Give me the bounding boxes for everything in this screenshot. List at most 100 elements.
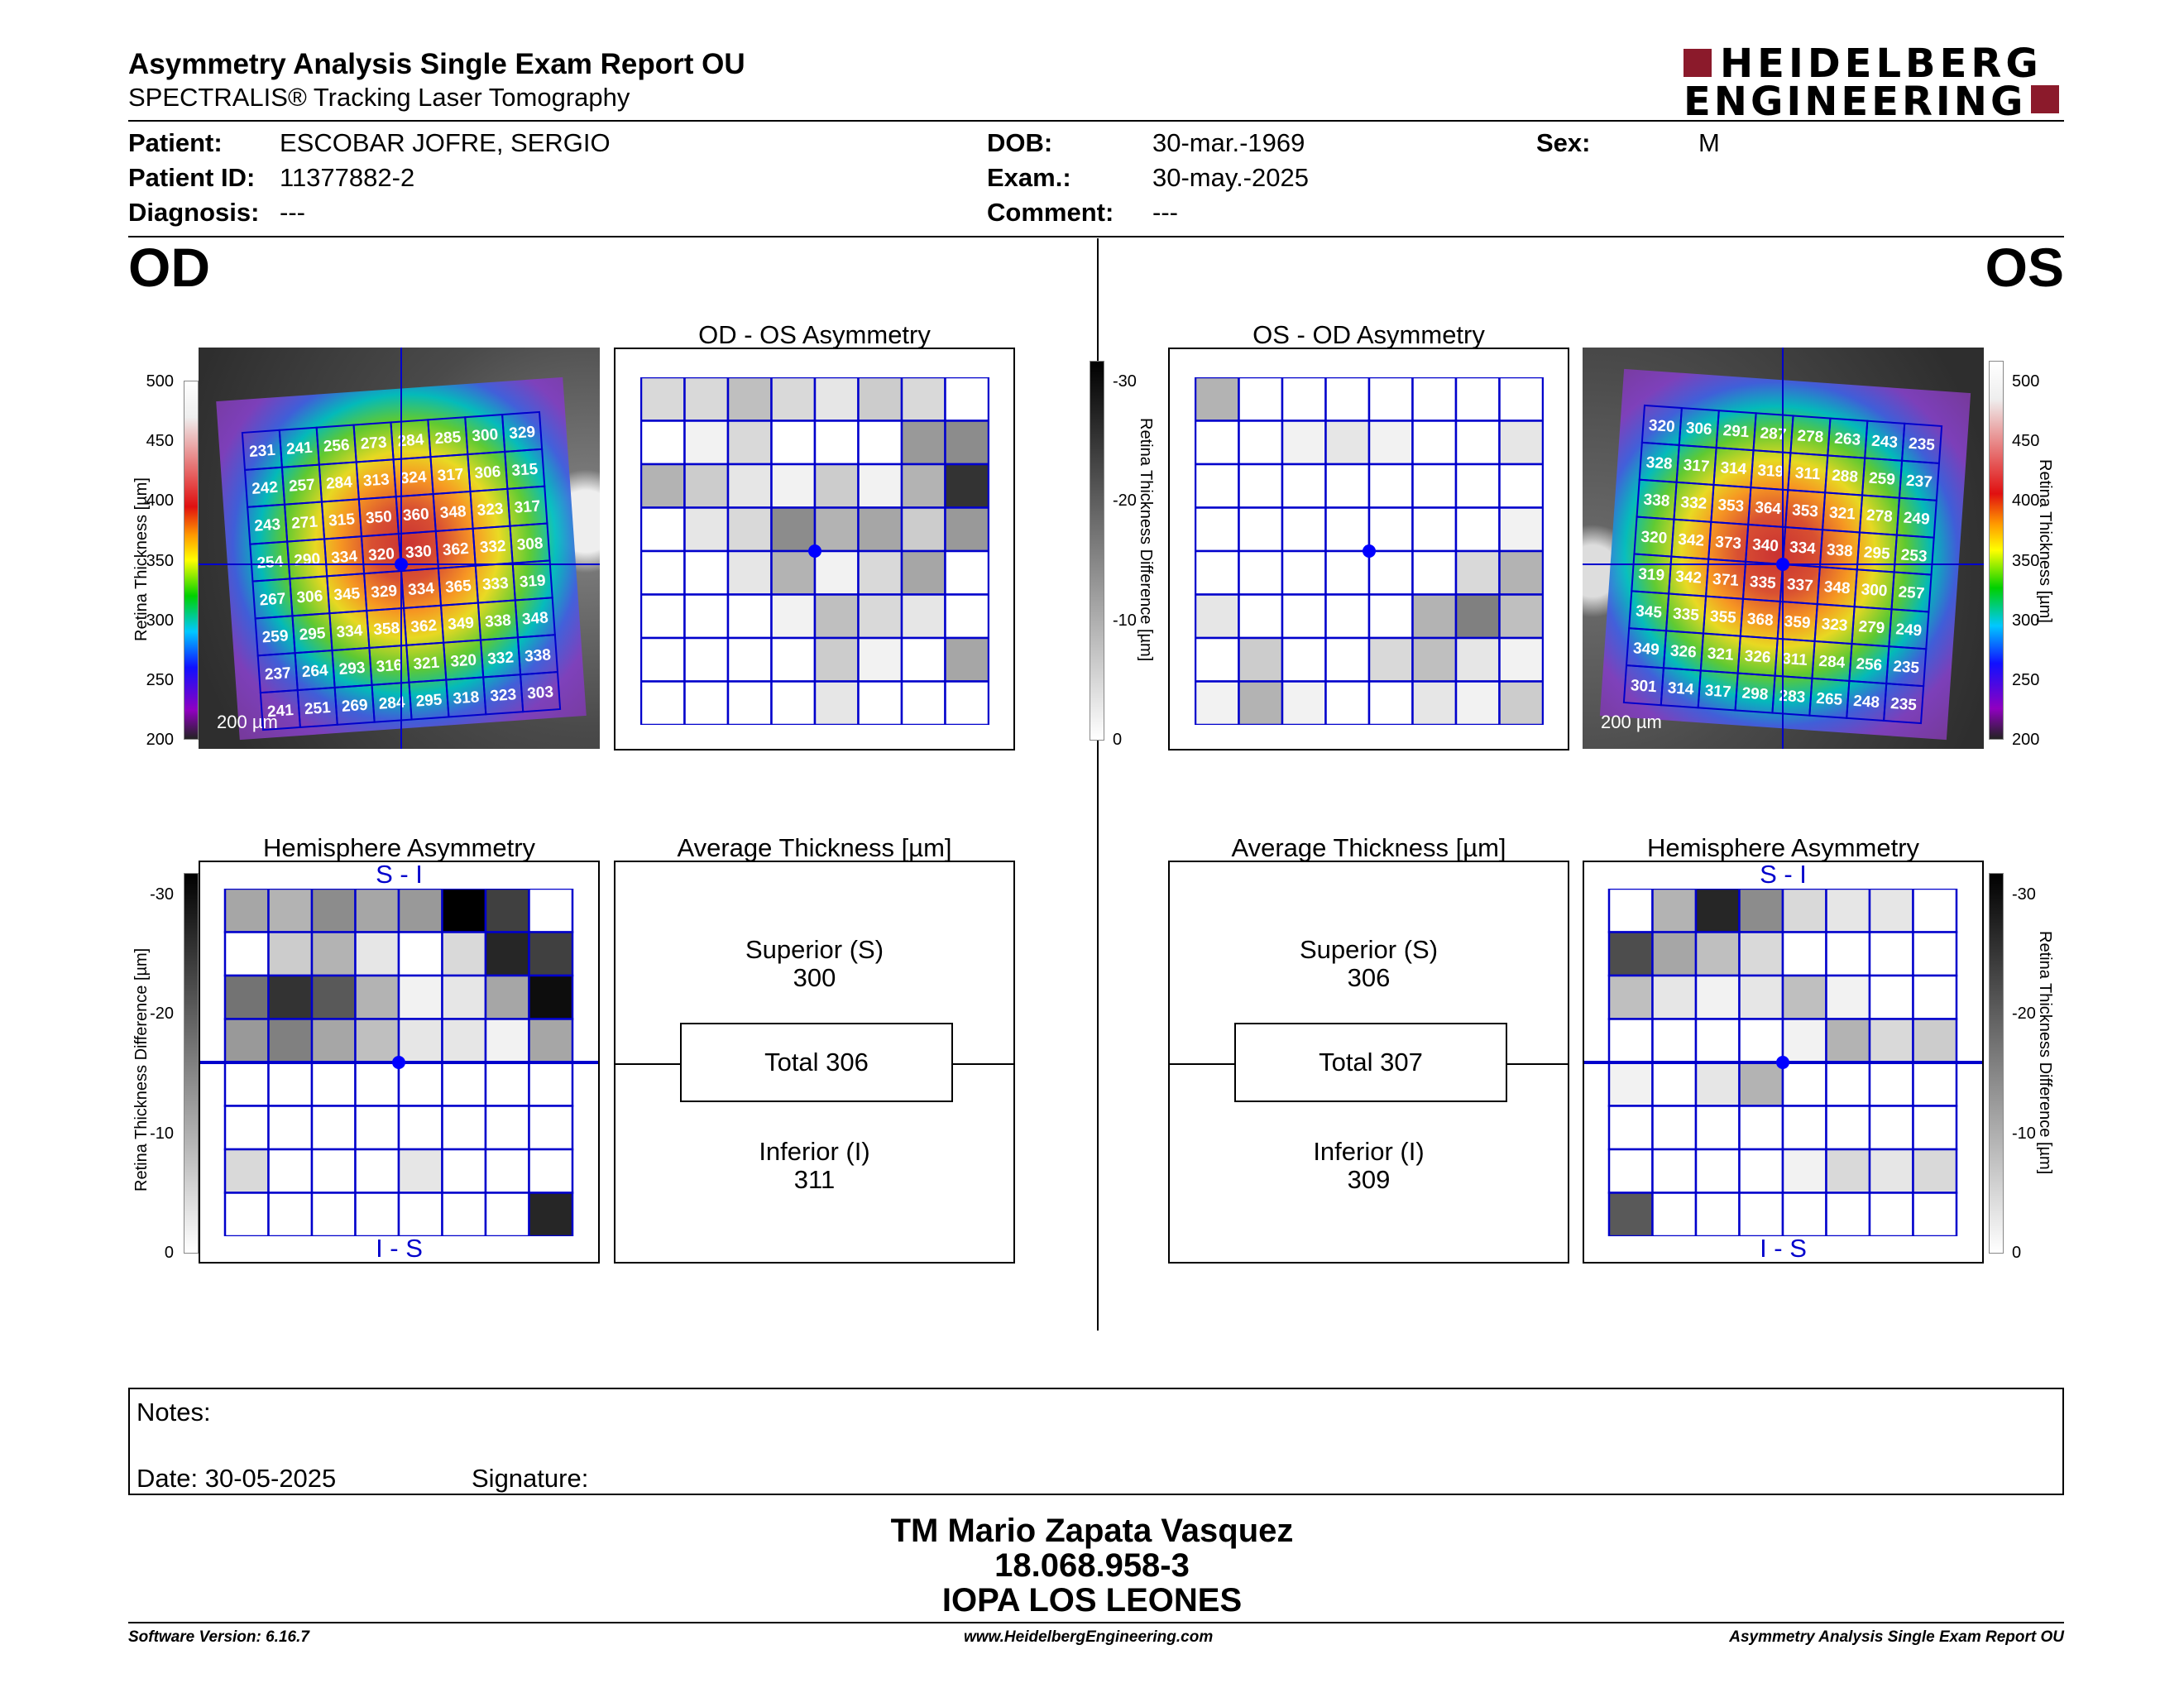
os-thickness-value: 355	[1709, 608, 1737, 627]
od-total-box: Total 306	[680, 1023, 953, 1102]
od-asymmetry-cell	[944, 593, 989, 640]
od-asymmetry-cell	[640, 593, 686, 640]
od-asymmetry-cell	[726, 506, 773, 553]
difference-tick-label: -30	[1113, 372, 1137, 391]
od-hemisphere-cell	[441, 1061, 487, 1107]
od-asymmetry-cell	[640, 463, 686, 509]
od-thickness-value: 267	[259, 590, 286, 609]
os-asymmetry-cell	[1498, 549, 1544, 596]
footer-website[interactable]: www.HeidelbergEngineering.com	[964, 1628, 1214, 1646]
os-hemisphere-cell	[1825, 1148, 1871, 1194]
os-hemisphere-cell	[1607, 1192, 1654, 1236]
thickness-tick-label: 500	[2012, 372, 2040, 391]
header-divider	[128, 120, 2064, 122]
os-asymmetry-cell	[1454, 549, 1501, 596]
od-asymmetry-panel	[614, 348, 1015, 750]
od-asymmetry-cell	[683, 463, 730, 509]
od-asymmetry-cell	[726, 549, 773, 596]
os-asymmetry-cell	[1195, 636, 1240, 683]
os-thickness-value: 373	[1715, 534, 1742, 553]
od-asymmetry-fovea-marker	[808, 544, 821, 558]
thickness-tick-label: 250	[146, 670, 174, 689]
od-hemisphere-grid	[200, 889, 598, 1236]
os-hemisphere-panel: S - I I - S	[1583, 861, 1984, 1264]
os-inferior-value: 309	[1347, 1165, 1391, 1194]
os-hemisphere-cell	[1912, 1105, 1958, 1151]
patient-id-value: 11377882-2	[280, 163, 415, 192]
od-asymmetry-cell	[640, 506, 686, 553]
os-thickness-value: 259	[1868, 470, 1895, 489]
os-thickness-value: 256	[1856, 655, 1883, 674]
os-asymmetry-cell	[1324, 680, 1371, 725]
od-thickness-value: 317	[437, 466, 464, 485]
os-hemisphere-cell	[1607, 1061, 1654, 1107]
date-label: Date: 30-05-2025	[136, 1464, 337, 1493]
os-thickness-value: 338	[1826, 541, 1853, 560]
od-asymmetry-cell	[900, 506, 946, 553]
od-eye-label: OD	[128, 237, 210, 298]
od-asymmetry-cell	[683, 636, 730, 683]
od-thickness-value: 321	[413, 655, 441, 674]
od-asymmetry-cell	[944, 420, 989, 466]
thickness-tick-label: 450	[2012, 432, 2040, 451]
os-hemisphere-cell	[1868, 1061, 1914, 1107]
os-thickness-value: 371	[1712, 571, 1740, 590]
dob-value: 30-mar.-1969	[1152, 128, 1305, 157]
od-thickness-value: 293	[338, 659, 366, 679]
od-hemisphere-fovea-marker	[392, 1056, 405, 1069]
od-hemisphere-cell	[223, 1105, 270, 1151]
os-eye-label: OS	[1985, 237, 2064, 298]
os-asymmetry-cell	[1238, 463, 1284, 509]
difference-tick-label: -20	[1113, 492, 1137, 511]
os-thickness-value: 235	[1908, 435, 1936, 454]
os-thickness-value: 317	[1704, 682, 1731, 701]
od-asymmetry-cell	[640, 549, 686, 596]
od-thickness-value: 360	[402, 506, 429, 525]
center-divider	[1097, 238, 1099, 1331]
thickness-tick-label: 200	[146, 731, 174, 749]
od-hemisphere-cell	[267, 1061, 314, 1107]
os-thickness-value: 253	[1900, 546, 1928, 565]
os-asymmetry-cell	[1498, 377, 1544, 422]
os-asymmetry-grid	[1195, 377, 1544, 725]
footer-divider	[128, 1622, 2064, 1623]
os-thickness-value: 340	[1751, 536, 1779, 555]
od-hemisphere-cell	[397, 931, 443, 977]
signature-institution: IOPA LOS LEONES	[941, 1582, 1243, 1618]
os-asymmetry-cell	[1281, 506, 1327, 553]
od-hemisphere-title: Hemisphere Asymmetry	[262, 833, 536, 862]
od-thickness-value: 330	[405, 543, 432, 562]
difference-tick-label: -30	[2012, 885, 2036, 904]
od-asymmetry-cell	[813, 463, 860, 509]
os-thickness-value: 301	[1630, 677, 1658, 696]
od-asymmetry-cell	[640, 680, 686, 725]
dob-label: DOB:	[987, 128, 1053, 157]
od-hemisphere-cell	[223, 1192, 270, 1236]
os-superior-label: Superior (S)	[1299, 935, 1439, 964]
od-hemisphere-cell	[484, 974, 530, 1020]
os-hemisphere-cell	[1651, 1148, 1698, 1194]
od-asymmetry-cell	[900, 463, 946, 509]
os-thickness-value: 319	[1638, 565, 1665, 584]
os-thickness-value: 235	[1889, 695, 1918, 714]
od-asymmetry-cell	[770, 636, 817, 683]
od-hemisphere-cell	[484, 1105, 530, 1151]
os-asymmetry-cell	[1411, 377, 1458, 422]
od-asymmetry-cell	[857, 680, 903, 725]
od-asymmetry-cell	[813, 549, 860, 596]
os-hemisphere-cell	[1651, 931, 1698, 977]
os-thickness-value: 353	[1717, 496, 1745, 516]
od-thickness-value: 237	[264, 664, 291, 683]
os-asymmetry-cell	[1411, 593, 1458, 640]
os-asymmetry-cell	[1367, 549, 1414, 596]
od-asymmetry-cell	[726, 636, 773, 683]
od-hemisphere-cell	[310, 1192, 357, 1236]
os-asymmetry-cell	[1324, 377, 1371, 422]
os-hemisphere-cell	[1607, 889, 1654, 933]
od-hemisphere-cell	[484, 1018, 530, 1064]
od-hemisphere-cell	[397, 1105, 443, 1151]
od-hemisphere-cell	[267, 931, 314, 977]
od-fovea-marker	[395, 558, 408, 571]
os-hemisphere-cell	[1912, 1148, 1958, 1194]
od-hemisphere-cell	[397, 1192, 443, 1236]
